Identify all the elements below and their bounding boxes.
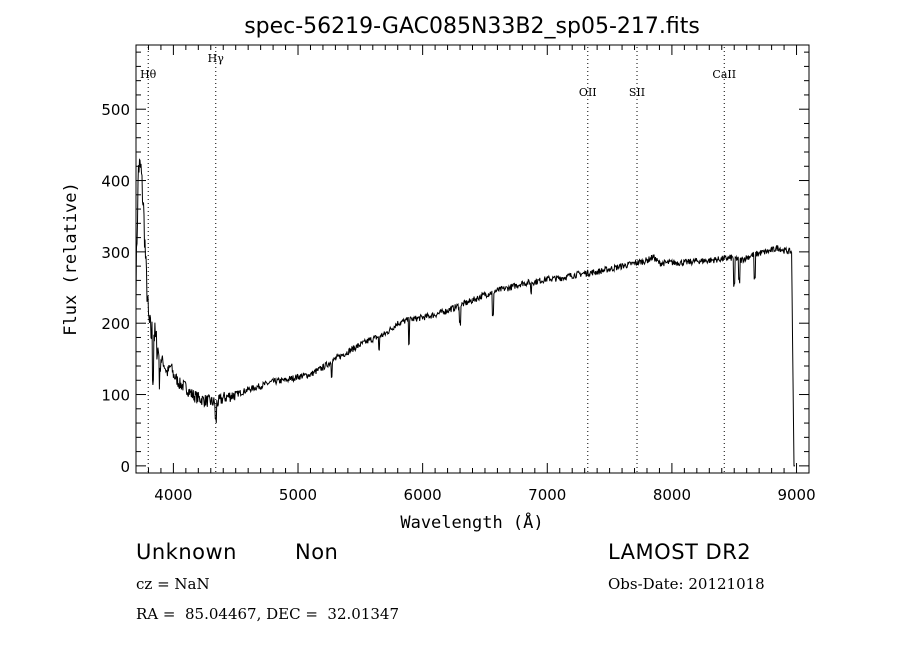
line-marker-label: Hγ (208, 52, 225, 65)
coordinates-text: RA = 85.04467, DEC = 32.01347 (136, 605, 400, 623)
chart-title: spec-56219-GAC085N33B2_sp05-217.fits (244, 14, 700, 39)
x-tick-label: 9000 (777, 486, 815, 504)
line-marker-label: CaII (712, 68, 736, 81)
x-tick-label: 6000 (404, 486, 442, 504)
obs-date-text: Obs-Date: 20121018 (608, 575, 765, 593)
spectrum-series (135, 158, 795, 467)
redshift-text: cz = NaN (136, 575, 210, 593)
axes: 4000 5000 6000 7000 8000 9000 0 100 200 300 400 500 (101, 45, 816, 504)
x-tick-label: 7000 (528, 486, 566, 504)
line-markers: Hθ Hγ OII SII CaII (140, 47, 736, 473)
x-tick-label: 4000 (154, 486, 192, 504)
line-marker-label: SII (629, 86, 645, 99)
y-tick-label: 400 (101, 173, 130, 191)
x-axis-label: Wavelength (Å) (400, 511, 543, 533)
class-label: Unknown (136, 540, 237, 564)
y-tick-label: 500 (101, 101, 130, 119)
line-marker-label: OII (579, 86, 597, 99)
y-axis-label: Flux (relative) (61, 182, 81, 336)
plot-frame (135, 44, 810, 474)
x-tick-label: 8000 (653, 486, 691, 504)
spectrum-line (135, 158, 795, 467)
y-tick-label: 200 (101, 315, 130, 333)
y-tick-label: 300 (101, 244, 130, 262)
survey-label: LAMOST DR2 (608, 540, 752, 564)
y-tick-label: 100 (101, 387, 130, 405)
y-tick-label: 0 (120, 458, 130, 476)
line-marker-label: Hθ (140, 68, 157, 81)
subclass-label: Non (295, 540, 339, 564)
x-tick-label: 5000 (279, 486, 317, 504)
